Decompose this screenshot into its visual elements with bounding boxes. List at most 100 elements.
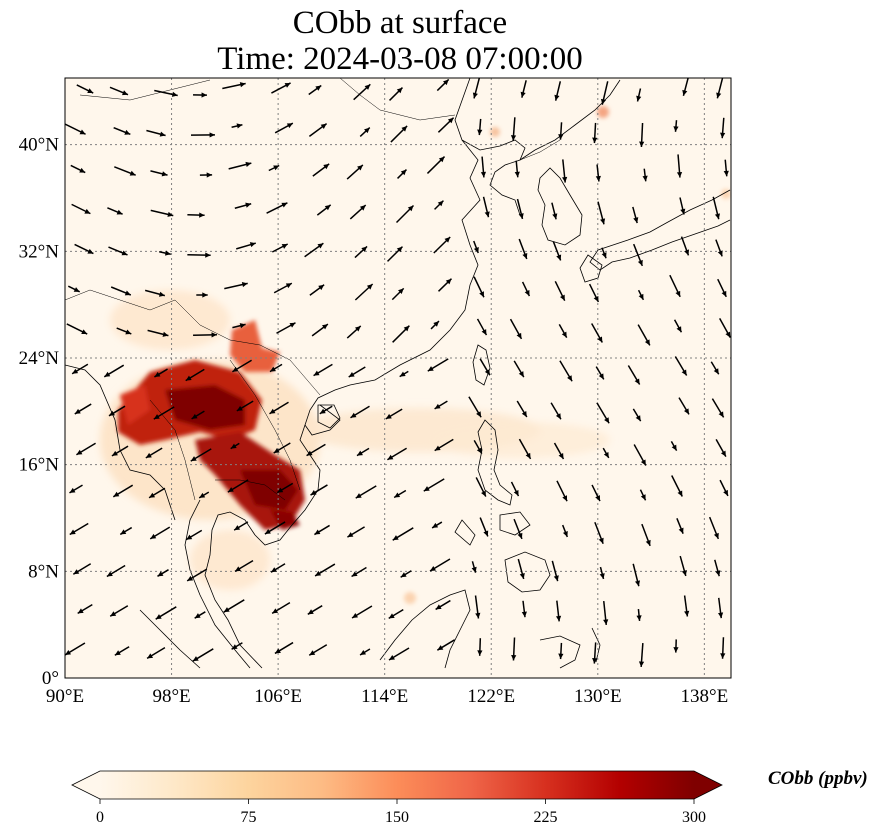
wind-vector-head (111, 450, 118, 456)
wind-vector-head (635, 415, 641, 422)
wind-vector-head (634, 378, 640, 385)
wind-vector-head (595, 495, 600, 502)
wind-vector-head (354, 325, 361, 332)
map-subtitle-time: Time: 2024-03-08 07:00:00 (217, 41, 583, 77)
wind-vector-head (74, 408, 81, 414)
wind-vector-head (554, 94, 560, 101)
wind-vector-head (645, 539, 651, 546)
wind-vector-head (317, 243, 324, 249)
colorbar-tick-label: 225 (534, 809, 558, 826)
wind-vector-head (309, 650, 316, 656)
wind-vector-head (306, 450, 313, 456)
wind-vector-head (230, 443, 237, 449)
wind-vector-head (364, 84, 371, 90)
wind-vector-head (673, 126, 679, 132)
colorbar-ticks: 0 75 150 225 300 (96, 799, 706, 826)
wind-vector-head (524, 290, 530, 297)
wind-vector-head (106, 571, 113, 577)
wind-vector-head (285, 283, 292, 289)
wind-vector-head (227, 487, 234, 493)
border-china-south (65, 289, 321, 396)
wind-vector-head (76, 449, 83, 455)
wind-vector-head (601, 252, 607, 259)
wind-vector-head (159, 131, 166, 137)
wind-vector-head (154, 371, 161, 377)
wind-vector-head (351, 571, 358, 577)
lat-tick-label: 24°N (19, 348, 60, 369)
wind-vector-head (638, 293, 644, 300)
coastline-sumatra (139, 609, 201, 669)
latitude-axis: 0° 8°N 16°N 24°N 32°N 40°N (19, 135, 60, 689)
wind-vector-head (510, 135, 517, 141)
wind-vector-head (721, 290, 727, 297)
wind-vector-head (269, 366, 276, 372)
colorbar-extend-min (72, 771, 100, 799)
wind-vector-head (352, 612, 359, 618)
wind-vector-head (673, 647, 679, 653)
wind-vector-head (518, 213, 524, 219)
wind-vector-head (725, 331, 731, 338)
wind-vector-head (555, 615, 562, 622)
wind-vector-head (567, 375, 573, 382)
wind-vector-head (185, 375, 192, 381)
wind-vector-head (681, 369, 687, 376)
wind-vector-head (273, 447, 280, 453)
wind-vector-head (129, 170, 136, 176)
wind-vector-head (553, 575, 559, 582)
country-borders (65, 78, 561, 501)
wind-vector-head (236, 123, 243, 129)
wind-vector-head (427, 366, 434, 372)
wind-vector-head (125, 329, 132, 335)
coastline-mindanao (504, 551, 551, 593)
coastline-palawan (454, 519, 476, 546)
wind-vector-head (164, 250, 171, 256)
wind-vector-head (558, 653, 564, 660)
wind-vector-head (190, 456, 197, 462)
wind-vector-head (513, 490, 519, 497)
wind-vector-head (483, 530, 489, 537)
wind-vector-head (717, 250, 723, 257)
wind-vector-head (359, 205, 366, 211)
wind-vector-head (270, 567, 277, 573)
wind-vector-head (69, 487, 76, 493)
wind-vector-head (108, 410, 115, 416)
wind-vector-head (477, 129, 483, 136)
wind-vector-head (394, 492, 401, 498)
wind-vector-head (671, 444, 677, 451)
plume-hotspot-north (230, 320, 280, 372)
wind-vector-head (245, 202, 252, 208)
wind-vector-head (638, 661, 645, 667)
wind-vector-head (155, 614, 162, 620)
wind-vector-head (114, 650, 121, 656)
wind-vector-head (555, 413, 561, 420)
wind-vector-head (199, 212, 205, 218)
lat-tick-label: 32°N (19, 241, 60, 262)
lat-tick-label: 8°N (28, 561, 59, 582)
wind-vector-head (387, 454, 394, 460)
wind-vector-head (511, 654, 517, 661)
wind-vector-head (73, 569, 80, 575)
wind-vector-head (209, 132, 215, 138)
wind-vector-head (522, 252, 528, 259)
wind-vector-head (713, 368, 719, 375)
plume-hotspot-borneo (404, 592, 416, 604)
wind-vector-head (723, 489, 728, 496)
wind-vector-head (558, 453, 564, 460)
wind-vector-head (473, 247, 479, 254)
lon-tick-label: 138°E (681, 686, 729, 707)
wind-vector-head (434, 403, 441, 409)
wind-vector-head (471, 566, 477, 573)
map-area (65, 78, 731, 678)
wind-vector-head (435, 604, 442, 610)
wind-vector-head (519, 573, 525, 579)
border-laos-vietnam (229, 359, 301, 491)
wind-vector-head (401, 125, 408, 132)
wind-vector-head (403, 325, 410, 332)
wind-vector-head (113, 491, 120, 497)
wind-vector-head (720, 450, 726, 457)
wind-vector-head (157, 571, 164, 577)
wind-vector-head (315, 570, 322, 576)
wind-vector-head (274, 648, 281, 654)
colorbar-tick-label: 0 (96, 809, 104, 826)
wind-vector-head (149, 492, 156, 498)
